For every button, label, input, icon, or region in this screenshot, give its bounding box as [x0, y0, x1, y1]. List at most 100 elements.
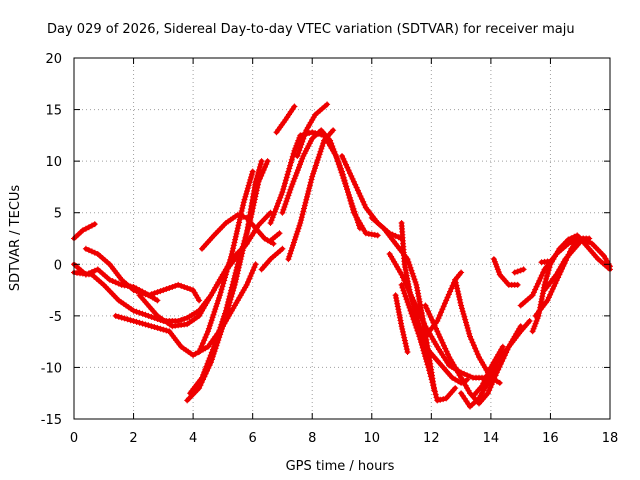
plus-marker: [145, 322, 152, 329]
plus-marker: [157, 288, 164, 295]
plus-marker: [283, 198, 290, 205]
plus-marker: [121, 315, 128, 322]
plus-marker: [282, 201, 289, 208]
plus-marker: [256, 164, 263, 170]
plus-marker: [430, 382, 437, 389]
plus-marker: [461, 370, 468, 377]
plus-marker: [312, 165, 318, 172]
plus-marker: [148, 313, 155, 320]
plus-marker: [249, 208, 256, 215]
plus-marker: [456, 296, 463, 303]
plus-marker: [88, 248, 95, 255]
plus-marker: [278, 191, 285, 198]
plus-marker: [272, 206, 279, 212]
axis-ticks: 0 2 4 6 8 10 12 14 16 18 -15 -10 -5 0 5 10 15 20: [41, 52, 619, 446]
plus-marker: [348, 173, 355, 179]
plus-marker: [154, 297, 161, 304]
x-tick-label: 18: [602, 431, 619, 446]
plus-marker: [340, 155, 347, 162]
plus-marker: [526, 318, 533, 324]
plus-marker: [409, 313, 416, 320]
plus-marker: [231, 239, 238, 246]
plus-marker: [169, 284, 176, 290]
plus-marker: [542, 279, 549, 285]
plus-marker: [463, 322, 470, 329]
plus-marker: [285, 168, 292, 175]
plus-marker: [209, 314, 216, 321]
plus-marker: [184, 285, 191, 291]
plus-marker: [374, 232, 381, 239]
plus-marker: [346, 170, 353, 177]
plus-marker: [287, 250, 294, 257]
plus-marker: [289, 153, 296, 160]
plus-marker: [331, 148, 338, 155]
plus-marker: [431, 385, 437, 392]
plus-marker: [258, 158, 265, 165]
plus-marker: [239, 205, 246, 212]
x-tick-label: 2: [129, 431, 137, 446]
plus-marker: [409, 294, 416, 301]
plus-marker: [286, 189, 293, 196]
plus-marker: [491, 258, 498, 265]
plus-marker: [294, 228, 301, 235]
plus-marker: [228, 284, 235, 291]
plus-marker: [220, 280, 227, 287]
plus-marker: [276, 230, 283, 237]
plus-marker: [198, 343, 205, 350]
plus-marker: [251, 196, 258, 203]
plus-marker: [487, 384, 494, 391]
plus-marker: [228, 287, 235, 294]
plus-marker: [491, 375, 498, 382]
plus-marker: [130, 318, 137, 324]
plus-marker: [402, 280, 409, 287]
plus-marker: [233, 230, 240, 237]
plus-marker: [133, 308, 140, 315]
data-series: [136, 240, 250, 330]
plus-marker: [301, 205, 307, 212]
plus-marker: [288, 247, 295, 254]
plus-marker: [415, 308, 422, 315]
plus-marker: [279, 189, 286, 196]
plus-marker: [285, 192, 292, 199]
plus-marker: [549, 285, 556, 292]
plus-marker: [439, 306, 446, 313]
plus-marker: [142, 321, 149, 328]
plus-marker: [398, 271, 405, 278]
plus-marker: [264, 158, 271, 165]
plus-marker: [403, 346, 410, 353]
plus-marker: [479, 359, 485, 366]
plus-marker: [464, 372, 471, 379]
plus-marker: [244, 188, 250, 195]
plus-marker: [538, 298, 545, 305]
plus-marker: [234, 225, 241, 232]
plus-marker: [283, 174, 290, 181]
plus-marker: [349, 203, 356, 210]
plus-marker: [469, 339, 476, 346]
plus-marker: [411, 319, 418, 326]
plus-marker: [289, 181, 296, 188]
plus-marker: [236, 255, 243, 262]
plus-marker: [291, 236, 298, 243]
plus-marker: [415, 330, 422, 337]
plus-marker: [211, 343, 217, 350]
plus-marker: [343, 183, 350, 190]
plus-marker: [181, 284, 188, 290]
plus-marker: [486, 367, 493, 374]
plus-marker: [133, 318, 140, 325]
plus-marker: [205, 357, 212, 364]
plus-marker: [434, 328, 441, 335]
plus-marker: [212, 338, 219, 345]
plus-marker: [399, 326, 406, 332]
plus-marker: [404, 299, 411, 306]
plus-marker: [203, 363, 210, 370]
plus-marker: [215, 329, 222, 336]
plus-marker: [247, 176, 254, 183]
plus-marker: [444, 294, 451, 301]
plus-marker: [461, 313, 468, 320]
plus-marker: [240, 199, 247, 206]
plus-marker: [403, 283, 410, 290]
plus-marker: [407, 307, 414, 314]
plus-marker: [398, 323, 405, 330]
plus-marker: [232, 236, 239, 243]
plus-marker: [494, 266, 501, 273]
